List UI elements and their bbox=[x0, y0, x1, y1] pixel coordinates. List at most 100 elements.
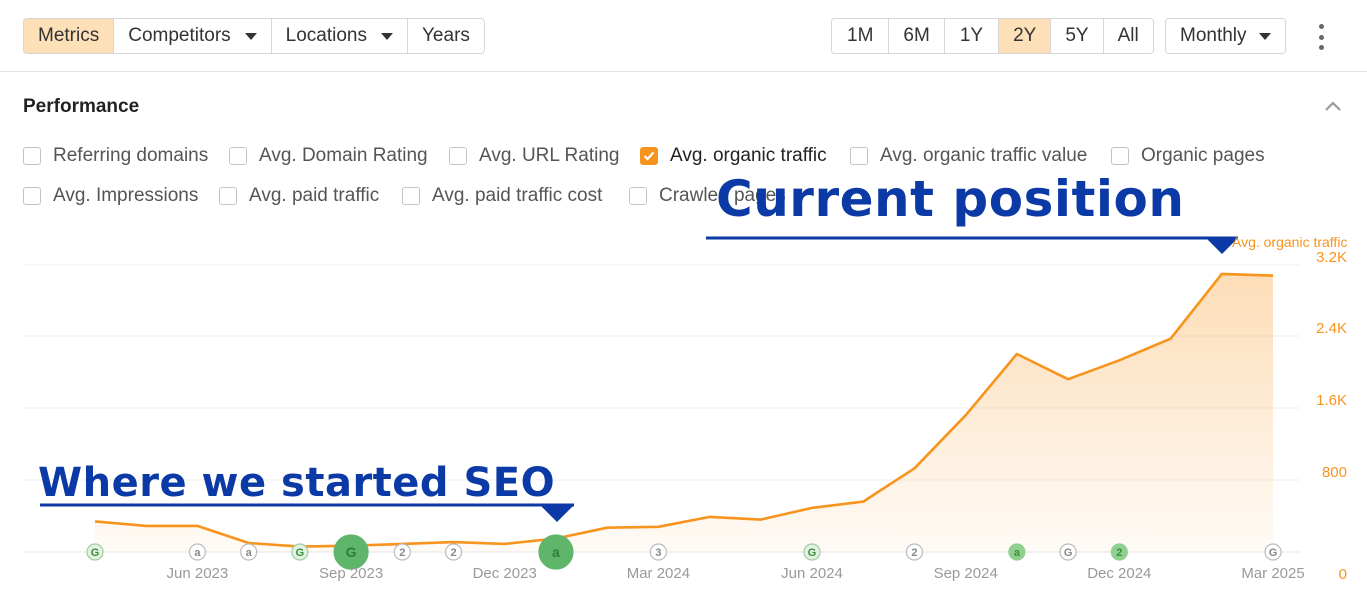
range-6m-button[interactable]: 6M bbox=[889, 19, 945, 53]
checkbox[interactable] bbox=[1111, 147, 1129, 165]
metric-label: Avg. Domain Rating bbox=[259, 145, 428, 166]
metric-label: Avg. organic traffic bbox=[670, 145, 827, 166]
event-marker-circle bbox=[291, 543, 309, 561]
chevron-up-icon[interactable] bbox=[1324, 100, 1342, 112]
metric-label: Crawled pages bbox=[659, 185, 786, 206]
metric-avg-domain-rating[interactable]: Avg. Domain Rating bbox=[229, 145, 428, 167]
x-tick-label: Sep 2024 bbox=[933, 565, 998, 582]
event-marker[interactable]: 3 bbox=[649, 543, 667, 561]
metric-label: Avg. Impressions bbox=[53, 185, 199, 206]
event-marker-label: G bbox=[91, 547, 100, 559]
x-tick-label: Dec 2023 bbox=[472, 565, 537, 582]
range-1y-button[interactable]: 1Y bbox=[944, 19, 1000, 53]
range-all-button[interactable]: All bbox=[1103, 19, 1153, 53]
interval-label: Monthly bbox=[1180, 25, 1247, 46]
checkbox[interactable] bbox=[23, 147, 41, 165]
range-selector: 1M 6M 1Y 2Y 5Y All bbox=[831, 18, 1154, 54]
checkbox[interactable] bbox=[402, 187, 420, 205]
checkmark-icon bbox=[643, 151, 655, 161]
metric-avg-organic-traffic[interactable]: Avg. organic traffic bbox=[640, 145, 827, 167]
metric-label: Organic pages bbox=[1141, 145, 1265, 166]
tab-years-label: Years bbox=[422, 25, 470, 46]
event-marker[interactable]: G bbox=[803, 543, 821, 561]
tab-locations[interactable]: Locations bbox=[271, 19, 408, 53]
event-marker[interactable]: G bbox=[86, 543, 104, 561]
y-tick-label: 800 bbox=[1321, 464, 1347, 481]
tab-metrics-label: Metrics bbox=[38, 25, 100, 46]
x-tick-label: Jun 2023 bbox=[166, 565, 229, 582]
checkbox[interactable] bbox=[449, 147, 467, 165]
y-tick-label: 0 bbox=[1338, 566, 1347, 583]
metric-avg-organic-traffic-value[interactable]: Avg. organic traffic value bbox=[850, 145, 1087, 167]
x-tick-label: Mar 2024 bbox=[626, 565, 691, 582]
checkbox[interactable] bbox=[850, 147, 868, 165]
y-tick-label: 3.2K bbox=[1316, 249, 1347, 266]
tab-metrics[interactable]: Metrics bbox=[24, 19, 115, 53]
event-marker-label: a bbox=[246, 547, 253, 559]
chevron-down-icon bbox=[244, 32, 257, 40]
event-marker[interactable]: G bbox=[1059, 543, 1077, 561]
event-marker[interactable]: 2 bbox=[444, 543, 463, 561]
tab-locations-label: Locations bbox=[285, 25, 367, 46]
event-marker[interactable]: 2 bbox=[1110, 543, 1128, 561]
range-2y-button[interactable]: 2Y bbox=[999, 19, 1052, 53]
event-marker-label: 2 bbox=[450, 547, 456, 559]
event-marker-circle bbox=[444, 543, 463, 561]
event-marker-circle bbox=[333, 534, 369, 570]
checkbox[interactable] bbox=[219, 187, 237, 205]
more-options-icon[interactable] bbox=[1312, 24, 1330, 50]
range-5y-label: 5Y bbox=[1065, 25, 1089, 46]
y-tick-label: 2.4K bbox=[1316, 320, 1347, 337]
tab-competitors[interactable]: Competitors bbox=[114, 19, 272, 53]
event-marker-label: a bbox=[194, 547, 201, 559]
event-marker-label: 2 bbox=[399, 547, 405, 559]
event-marker-circle bbox=[1008, 543, 1026, 561]
tab-years[interactable]: Years bbox=[408, 19, 484, 53]
event-marker-circle bbox=[240, 543, 258, 561]
chevron-down-icon bbox=[381, 32, 393, 40]
range-1y-label: 1Y bbox=[959, 25, 984, 46]
range-5y-button[interactable]: 5Y bbox=[1051, 19, 1104, 53]
range-1m-button[interactable]: 1M bbox=[832, 19, 890, 53]
event-marker[interactable]: G bbox=[291, 543, 309, 561]
checkbox[interactable] bbox=[629, 187, 647, 205]
series-label: Avg. organic traffic bbox=[1232, 234, 1348, 250]
metric-label: Referring domains bbox=[53, 145, 209, 166]
metric-avg-paid-traffic[interactable]: Avg. paid traffic bbox=[219, 185, 379, 207]
range-all-label: All bbox=[1117, 25, 1139, 46]
checkbox-checked[interactable] bbox=[640, 147, 658, 165]
x-tick-label: Jun 2024 bbox=[781, 565, 843, 582]
metric-avg-url-rating[interactable]: Avg. URL Rating bbox=[449, 145, 619, 167]
event-marker-label: 2 bbox=[911, 547, 917, 559]
metric-organic-pages[interactable]: Organic pages bbox=[1111, 145, 1265, 167]
checkbox[interactable] bbox=[23, 187, 41, 205]
event-marker-circle bbox=[538, 534, 574, 570]
metric-referring-domains[interactable]: Referring domains bbox=[23, 145, 208, 167]
metric-label: Avg. URL Rating bbox=[479, 145, 620, 166]
x-tick-label: Mar 2025 bbox=[1241, 565, 1305, 582]
range-2y-label: 2Y bbox=[1013, 25, 1037, 46]
event-marker[interactable]: 2 bbox=[393, 543, 411, 561]
event-marker-circle bbox=[649, 543, 667, 561]
interval-select[interactable]: Monthly bbox=[1165, 18, 1286, 54]
event-marker-label: G bbox=[346, 544, 357, 560]
event-marker[interactable]: a bbox=[538, 534, 574, 570]
event-marker[interactable]: a bbox=[188, 543, 207, 561]
event-marker[interactable]: G bbox=[1264, 543, 1282, 561]
view-tabs: Metrics Competitors Locations Years bbox=[23, 18, 485, 54]
metric-avg-impressions[interactable]: Avg. Impressions bbox=[23, 185, 198, 207]
event-marker[interactable]: 2 bbox=[905, 543, 924, 561]
toolbar: Metrics Competitors Locations Years 1M 6… bbox=[0, 0, 1367, 72]
interval-select-value[interactable]: Monthly bbox=[1166, 19, 1285, 53]
event-marker[interactable]: a bbox=[240, 543, 258, 561]
metric-crawled-pages[interactable]: Crawled pages bbox=[629, 185, 786, 207]
event-marker-circle bbox=[1110, 543, 1128, 561]
event-marker[interactable]: a bbox=[1008, 543, 1026, 561]
event-marker-circle bbox=[803, 543, 821, 561]
metric-avg-paid-traffic-cost[interactable]: Avg. paid traffic cost bbox=[402, 185, 602, 207]
event-marker[interactable]: G bbox=[333, 534, 369, 570]
event-marker-circle bbox=[188, 543, 207, 561]
checkbox[interactable] bbox=[229, 147, 247, 165]
